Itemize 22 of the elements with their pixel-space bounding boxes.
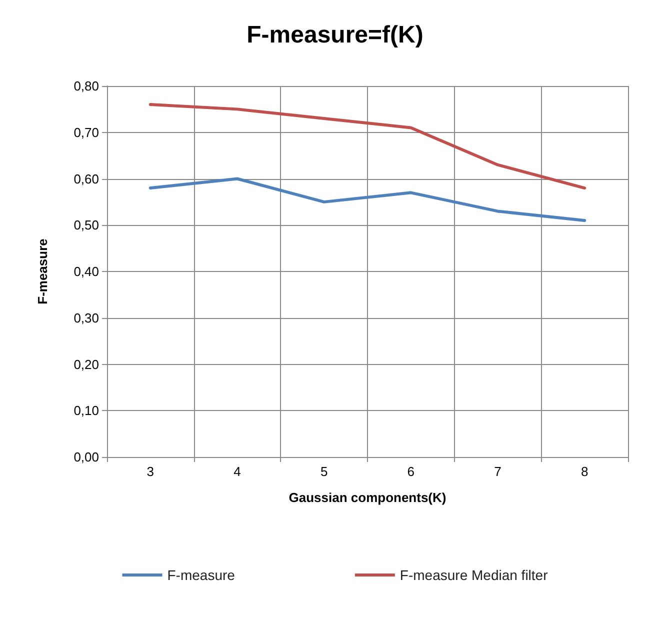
y-tick-label: 0,20: [74, 356, 99, 372]
x-tick-label: 7: [494, 464, 502, 479]
x-tick-label: 8: [580, 464, 588, 479]
y-tick-label: 0,70: [74, 124, 99, 140]
y-tick-label: 0,10: [74, 403, 99, 418]
y-tick-label: 0,80: [74, 78, 99, 94]
line-series: [148, 177, 586, 222]
y-tick-label: 0,00: [74, 450, 99, 464]
y-axis-title: F-measure: [35, 238, 50, 304]
legend-label: F-measure Median filter: [400, 567, 548, 583]
x-tick-label: 5: [320, 464, 328, 479]
x-tick-label: 6: [407, 464, 415, 479]
y-tick-label: 0,60: [74, 171, 99, 186]
legend-label: F-measure: [167, 567, 236, 583]
y-tick-label: 0,40: [74, 264, 99, 279]
y-tick-label: 0,30: [74, 310, 99, 326]
x-tick-label: 3: [146, 464, 154, 479]
x-axis-title: Gaussian components(K): [288, 490, 446, 505]
line-series: [148, 103, 586, 190]
x-tick-label: 4: [234, 464, 241, 479]
y-tick-label: 0,50: [74, 218, 99, 233]
chart-title: F-measure=f(K): [246, 22, 424, 48]
